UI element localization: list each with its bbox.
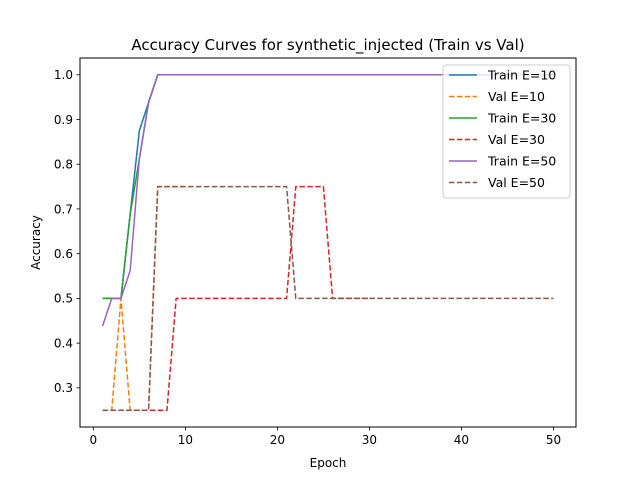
chart-title: Accuracy Curves for synthetic_injected (… (131, 36, 524, 55)
x-axis: 0 10 20 30 40 50 (90, 427, 561, 447)
legend-entry-label: Train E=30 (487, 111, 556, 126)
y-tick-label: 0.5 (54, 292, 73, 306)
x-tick-label: 50 (546, 433, 561, 447)
legend-entry-label: Val E=30 (488, 132, 545, 147)
x-tick-label: 0 (90, 433, 98, 447)
x-axis-label: Epoch (310, 456, 347, 470)
x-tick-label: 30 (362, 433, 377, 447)
x-tick-label: 20 (270, 433, 285, 447)
y-tick-label: 0.8 (54, 158, 73, 172)
legend-entry-label: Train E=50 (487, 154, 556, 169)
legend-entry-label: Train E=10 (487, 68, 556, 83)
x-tick-label: 10 (178, 433, 193, 447)
series-line-val-e-50 (102, 185, 554, 411)
legend-entry-label: Val E=50 (488, 175, 545, 190)
x-tick-label: 40 (454, 433, 469, 447)
y-axis-label: Accuracy (29, 215, 43, 270)
y-tick-label: 1.0 (54, 68, 73, 82)
legend-box (442, 64, 571, 199)
y-tick-label: 0.9 (54, 113, 73, 127)
axes-frame (79, 57, 577, 428)
plot-area (101, 74, 554, 411)
y-tick-label: 0.3 (54, 381, 73, 395)
y-tick-label: 0.6 (54, 247, 73, 261)
y-tick-label: 0.4 (54, 336, 73, 350)
legend: Train E=10 Val E=10 Train E=30 Val E=30 Trai… (442, 64, 571, 199)
y-axis: 0.3 0.4 0.5 0.6 0.7 0.8 0.9 1.0 (54, 68, 80, 395)
legend-entry-label: Val E=10 (488, 89, 545, 104)
y-tick-label: 0.7 (54, 202, 73, 216)
